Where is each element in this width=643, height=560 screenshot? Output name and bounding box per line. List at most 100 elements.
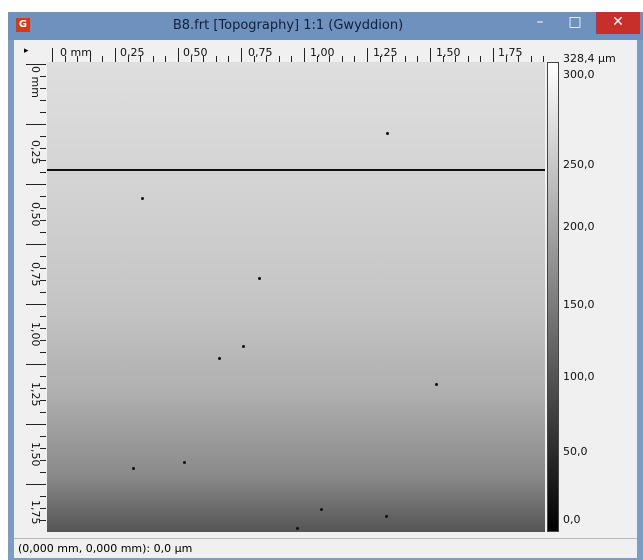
page: G B8.frt [Topography] 1:1 (Gwyddion) – □…	[0, 0, 643, 560]
ruler-tick	[506, 56, 507, 62]
ruler-tick	[480, 56, 481, 62]
image-defect	[296, 527, 299, 530]
ruler-arrow[interactable]: ▸	[24, 46, 29, 56]
ruler-tick	[40, 412, 46, 413]
ruler-tick	[165, 56, 166, 62]
top-ruler-label: 1,25	[373, 46, 398, 59]
maximize-button[interactable]: □	[560, 12, 590, 34]
ruler-tick	[40, 220, 46, 221]
ruler-tick	[291, 56, 292, 62]
color-scale-label: 328,4 µm	[563, 52, 616, 65]
ruler-tick	[493, 48, 494, 62]
ruler-tick	[216, 56, 217, 62]
topography-image[interactable]	[47, 62, 545, 532]
ruler-tick	[40, 172, 46, 173]
image-defect	[242, 345, 245, 348]
image-defect	[435, 383, 438, 386]
color-scale-label: 0,0	[563, 513, 581, 526]
ruler-tick	[40, 76, 46, 77]
ruler-tick	[354, 56, 355, 62]
left-ruler-label: 1,50	[29, 442, 42, 467]
close-button[interactable]: ✕	[596, 12, 640, 34]
ruler-tick	[26, 364, 46, 365]
image-defect	[320, 508, 323, 511]
image-defect	[141, 197, 144, 200]
ruler-tick	[40, 340, 46, 341]
ruler-tick	[77, 56, 78, 62]
ruler-tick	[266, 56, 267, 62]
ruler-tick	[26, 184, 46, 185]
ruler-tick	[40, 268, 46, 269]
ruler-tick	[153, 56, 154, 62]
ruler-tick	[317, 56, 318, 62]
profile-line	[47, 169, 545, 171]
ruler-tick	[40, 100, 46, 101]
ruler-tick	[40, 112, 46, 113]
left-ruler-label: 1,25	[29, 382, 42, 407]
ruler-tick	[40, 400, 46, 401]
top-ruler-label: 0,75	[248, 46, 273, 59]
minimize-button[interactable]: –	[525, 12, 555, 34]
ruler-tick	[128, 56, 129, 62]
ruler-tick	[279, 56, 280, 62]
ruler-tick	[26, 304, 46, 305]
ruler-tick	[40, 328, 46, 329]
left-ruler-label: 0,75	[29, 262, 42, 287]
color-scale-label: 100,0	[563, 370, 595, 383]
ruler-tick	[102, 56, 103, 62]
top-ruler-label: 1,00	[310, 46, 335, 59]
ruler-tick	[329, 56, 330, 62]
ruler-tick	[52, 48, 53, 62]
ruler-tick	[40, 148, 46, 149]
ruler-tick	[40, 208, 46, 209]
ruler-tick	[178, 48, 179, 62]
left-ruler-label: 0 mm	[29, 66, 42, 98]
ruler-tick	[40, 316, 46, 317]
ruler-tick	[40, 292, 46, 293]
ruler-tick	[40, 496, 46, 497]
image-defect	[258, 277, 261, 280]
color-scale-bar	[547, 62, 559, 532]
ruler-tick	[40, 136, 46, 137]
left-ruler-label: 1,00	[29, 322, 42, 347]
ruler-tick	[26, 424, 46, 425]
ruler-tick	[40, 460, 46, 461]
ruler-tick	[392, 56, 393, 62]
ruler-tick	[380, 56, 381, 62]
top-ruler-label: 1,50	[436, 46, 461, 59]
ruler-tick	[203, 56, 204, 62]
ruler-tick	[228, 56, 229, 62]
ruler-tick	[40, 448, 46, 449]
color-scale-label: 50,0	[563, 445, 588, 458]
ruler-tick	[518, 56, 519, 62]
ruler-tick	[455, 56, 456, 62]
ruler-tick	[40, 88, 46, 89]
ruler-tick	[342, 56, 343, 62]
ruler-tick	[40, 160, 46, 161]
ruler-tick	[115, 48, 116, 62]
ruler-tick	[26, 484, 46, 485]
ruler-tick	[367, 48, 368, 62]
ruler-tick	[443, 56, 444, 62]
ruler-tick	[241, 48, 242, 62]
ruler-tick	[40, 436, 46, 437]
ruler-tick	[40, 280, 46, 281]
status-bar: (0,000 mm, 0,000 mm): 0,0 µm	[14, 538, 637, 558]
color-scale-label: 150,0	[563, 298, 595, 311]
ruler-tick	[40, 520, 46, 521]
ruler-tick	[65, 56, 66, 62]
ruler-tick	[543, 56, 544, 62]
image-defect	[386, 132, 389, 135]
ruler-tick	[40, 376, 46, 377]
ruler-tick	[40, 508, 46, 509]
left-ruler-label: 0,50	[29, 202, 42, 227]
ruler-tick	[90, 56, 91, 62]
image-defect	[183, 461, 186, 464]
ruler-tick	[40, 472, 46, 473]
ruler-tick	[405, 56, 406, 62]
ruler-tick	[430, 48, 431, 62]
color-scale-label: 300,0	[563, 68, 595, 81]
ruler-tick	[26, 124, 46, 125]
ruler-tick	[40, 232, 46, 233]
ruler-tick	[40, 352, 46, 353]
